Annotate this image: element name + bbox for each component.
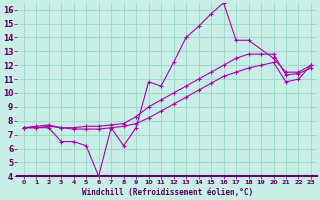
X-axis label: Windchill (Refroidissement éolien,°C): Windchill (Refroidissement éolien,°C) (82, 188, 253, 197)
